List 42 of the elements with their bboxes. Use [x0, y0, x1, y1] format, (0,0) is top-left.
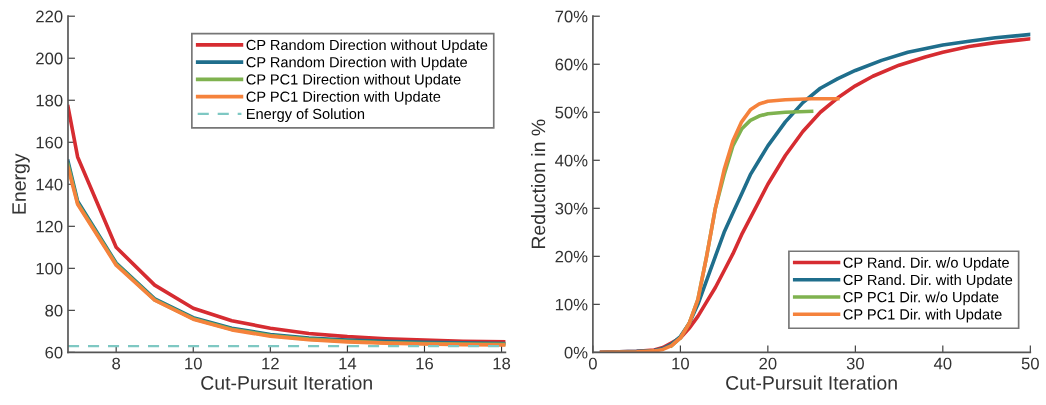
legend-label: CP Random Direction without Update [246, 39, 488, 53]
y-tick-label: 220 [36, 10, 63, 23]
y-tick-label: 180 [36, 94, 63, 107]
x-tick-label: 10 [672, 357, 689, 370]
legend-label: CP Rand. Dir. w/o Update [843, 257, 1009, 271]
y-tick-label: 100 [36, 262, 63, 275]
y-tick-label: 10% [555, 298, 588, 311]
y-tick-label: 20% [555, 250, 588, 263]
legend-label: CP PC1 Direction without Update [246, 73, 461, 88]
x-axis-title: Cut-Pursuit Iteration [201, 375, 372, 390]
y-axis-title: Energy [12, 153, 30, 214]
x-tick-label: 30 [846, 357, 864, 370]
y-tick-label: 120 [36, 220, 63, 233]
x-tick-label: 14 [339, 357, 357, 370]
y-axis-title: Reduction in % [530, 119, 546, 249]
x-tick-label: 8 [112, 357, 121, 370]
y-tick-label: 60% [555, 58, 588, 71]
y-tick-label: 60 [45, 346, 63, 359]
legend-label: CP Rand. Dir. with Update [843, 274, 1013, 288]
y-tick-label: 80 [45, 304, 63, 317]
y-tick-label: 200 [36, 52, 63, 65]
x-tick-label: 18 [493, 357, 511, 370]
y-tick-label: 30% [555, 202, 588, 215]
y-tick-label: 140 [36, 178, 63, 191]
x-tick-label: 0 [588, 357, 597, 370]
x-tick-label: 40 [933, 357, 952, 370]
legend-label: CP PC1 Dir. with Update [843, 308, 1002, 323]
y-tick-label: 160 [36, 136, 63, 149]
y-tick-label: 40% [555, 154, 588, 167]
x-tick-label: 50 [1021, 357, 1039, 370]
x-axis-title: Cut-Pursuit Iteration [726, 375, 897, 390]
x-tick-label: 10 [185, 357, 202, 370]
y-tick-label: 50% [555, 106, 588, 119]
x-tick-label: 16 [416, 357, 434, 370]
legend-label: CP PC1 Direction with Update [246, 91, 441, 105]
y-tick-label: 0% [564, 346, 588, 359]
legend-label: CP Random Direction with Update [246, 56, 467, 71]
x-tick-label: 20 [759, 357, 777, 370]
legend-label: Energy of Solution [247, 108, 365, 122]
legend-label: CP PC1 Dir. w/o Update [843, 291, 999, 306]
x-tick-label: 12 [262, 357, 279, 370]
y-tick-label: 70% [555, 10, 588, 23]
